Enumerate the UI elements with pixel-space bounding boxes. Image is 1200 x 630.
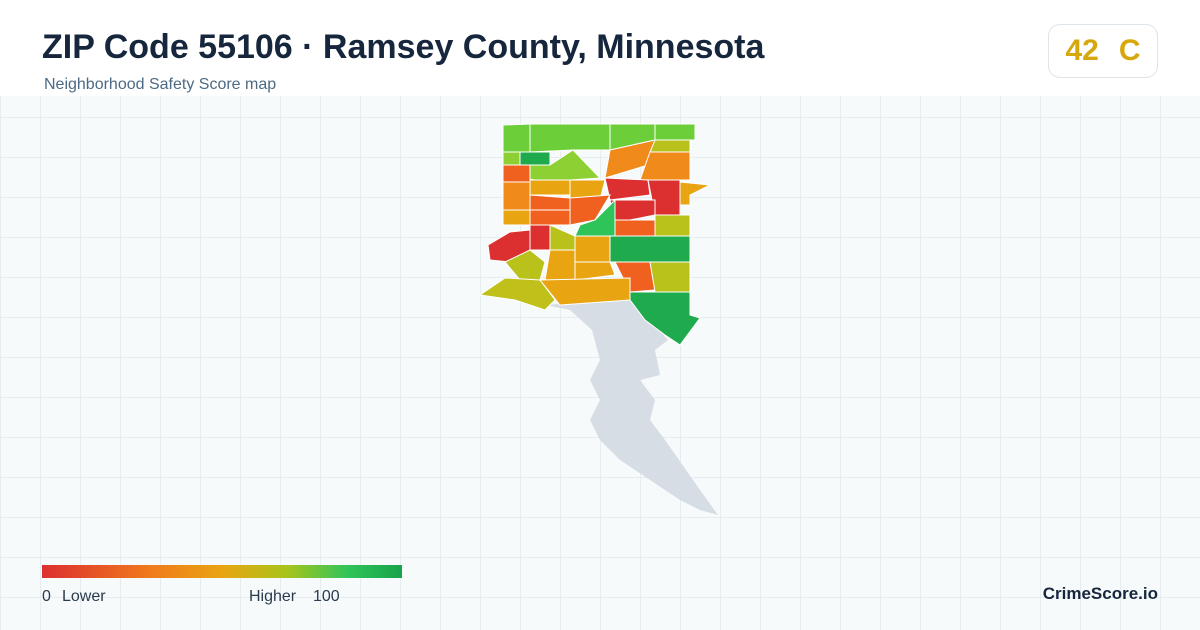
neighborhood [604, 177, 651, 201]
river [545, 298, 718, 515]
neighborhood [502, 123, 531, 153]
title: ZIP Code 55106 · Ramsey County, Minnesot… [42, 28, 765, 66]
brand: CrimeScore.io [1042, 584, 1158, 603]
neighborhood [519, 151, 551, 166]
neighborhood [574, 235, 611, 263]
neighborhood [629, 291, 701, 346]
neighborhood [478, 277, 556, 311]
neighborhood [529, 123, 611, 153]
header: ZIP Code 55106 · Ramsey County, Minnesot… [0, 0, 1200, 96]
legend-max-label: Higher [249, 588, 297, 605]
neighborhood [609, 235, 691, 263]
neighborhood [639, 151, 691, 181]
neighborhood [654, 123, 696, 141]
neighborhood [654, 214, 691, 237]
neighborhood [502, 164, 531, 183]
legend-gradient [42, 565, 402, 578]
neighborhood [529, 209, 571, 226]
neighborhood [574, 261, 616, 281]
neighborhood [502, 181, 531, 211]
neighborhood [679, 181, 712, 206]
subtitle: Neighborhood Safety Score map [44, 76, 277, 93]
legend-min-label: Lower [62, 588, 106, 605]
neighborhood [649, 139, 691, 153]
legend-max: 100 [313, 588, 340, 605]
neighborhood [544, 249, 576, 281]
neighborhood [504, 249, 546, 281]
neighborhood [529, 194, 571, 211]
score-badge: 42 C [1048, 24, 1158, 78]
neighborhood [649, 261, 691, 293]
score-grade: C [1118, 34, 1141, 67]
neighborhood [549, 224, 576, 251]
neighborhood [502, 209, 531, 226]
neighborhood [529, 179, 571, 196]
legend-min: 0 [42, 588, 51, 605]
neighborhood [614, 219, 656, 237]
neighborhood [529, 224, 551, 251]
score-value: 42 [1065, 34, 1099, 67]
